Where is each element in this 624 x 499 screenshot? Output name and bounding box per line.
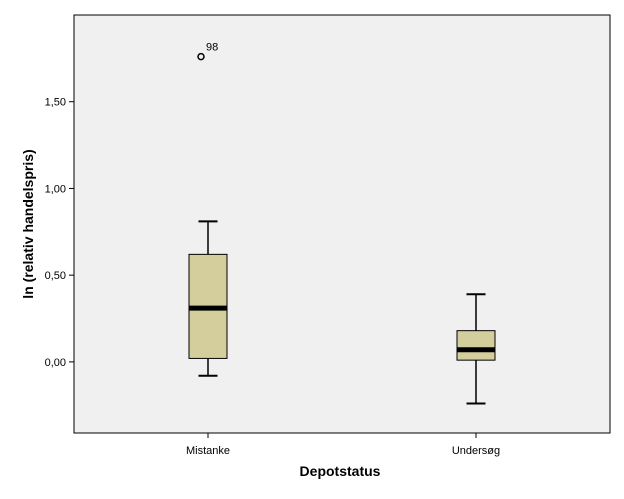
y-tick-label: 1,00 <box>45 183 66 195</box>
y-tick-label: 0,00 <box>45 357 66 369</box>
y-axis-title: ln (relativ handelspris) <box>20 149 36 298</box>
x-tick-label: Mistanke <box>186 445 230 457</box>
x-axis: Mistanke Undersøg <box>186 433 500 457</box>
x-axis-title: Depotstatus <box>300 463 381 479</box>
outlier-point <box>197 52 205 61</box>
y-axis: 0,00 0,50 1,00 1,50 <box>45 97 74 369</box>
box-group: 98 <box>188 42 228 377</box>
iqr-box <box>456 330 496 361</box>
y-tick-label: 1,50 <box>45 97 66 109</box>
boxes: 98 <box>188 42 496 405</box>
x-tick-label: Undersøg <box>452 445 500 457</box>
box-group <box>456 293 496 405</box>
outlier-label: 98 <box>206 42 218 54</box>
plot-area <box>73 14 611 434</box>
y-tick-label: 0,50 <box>45 270 66 282</box>
